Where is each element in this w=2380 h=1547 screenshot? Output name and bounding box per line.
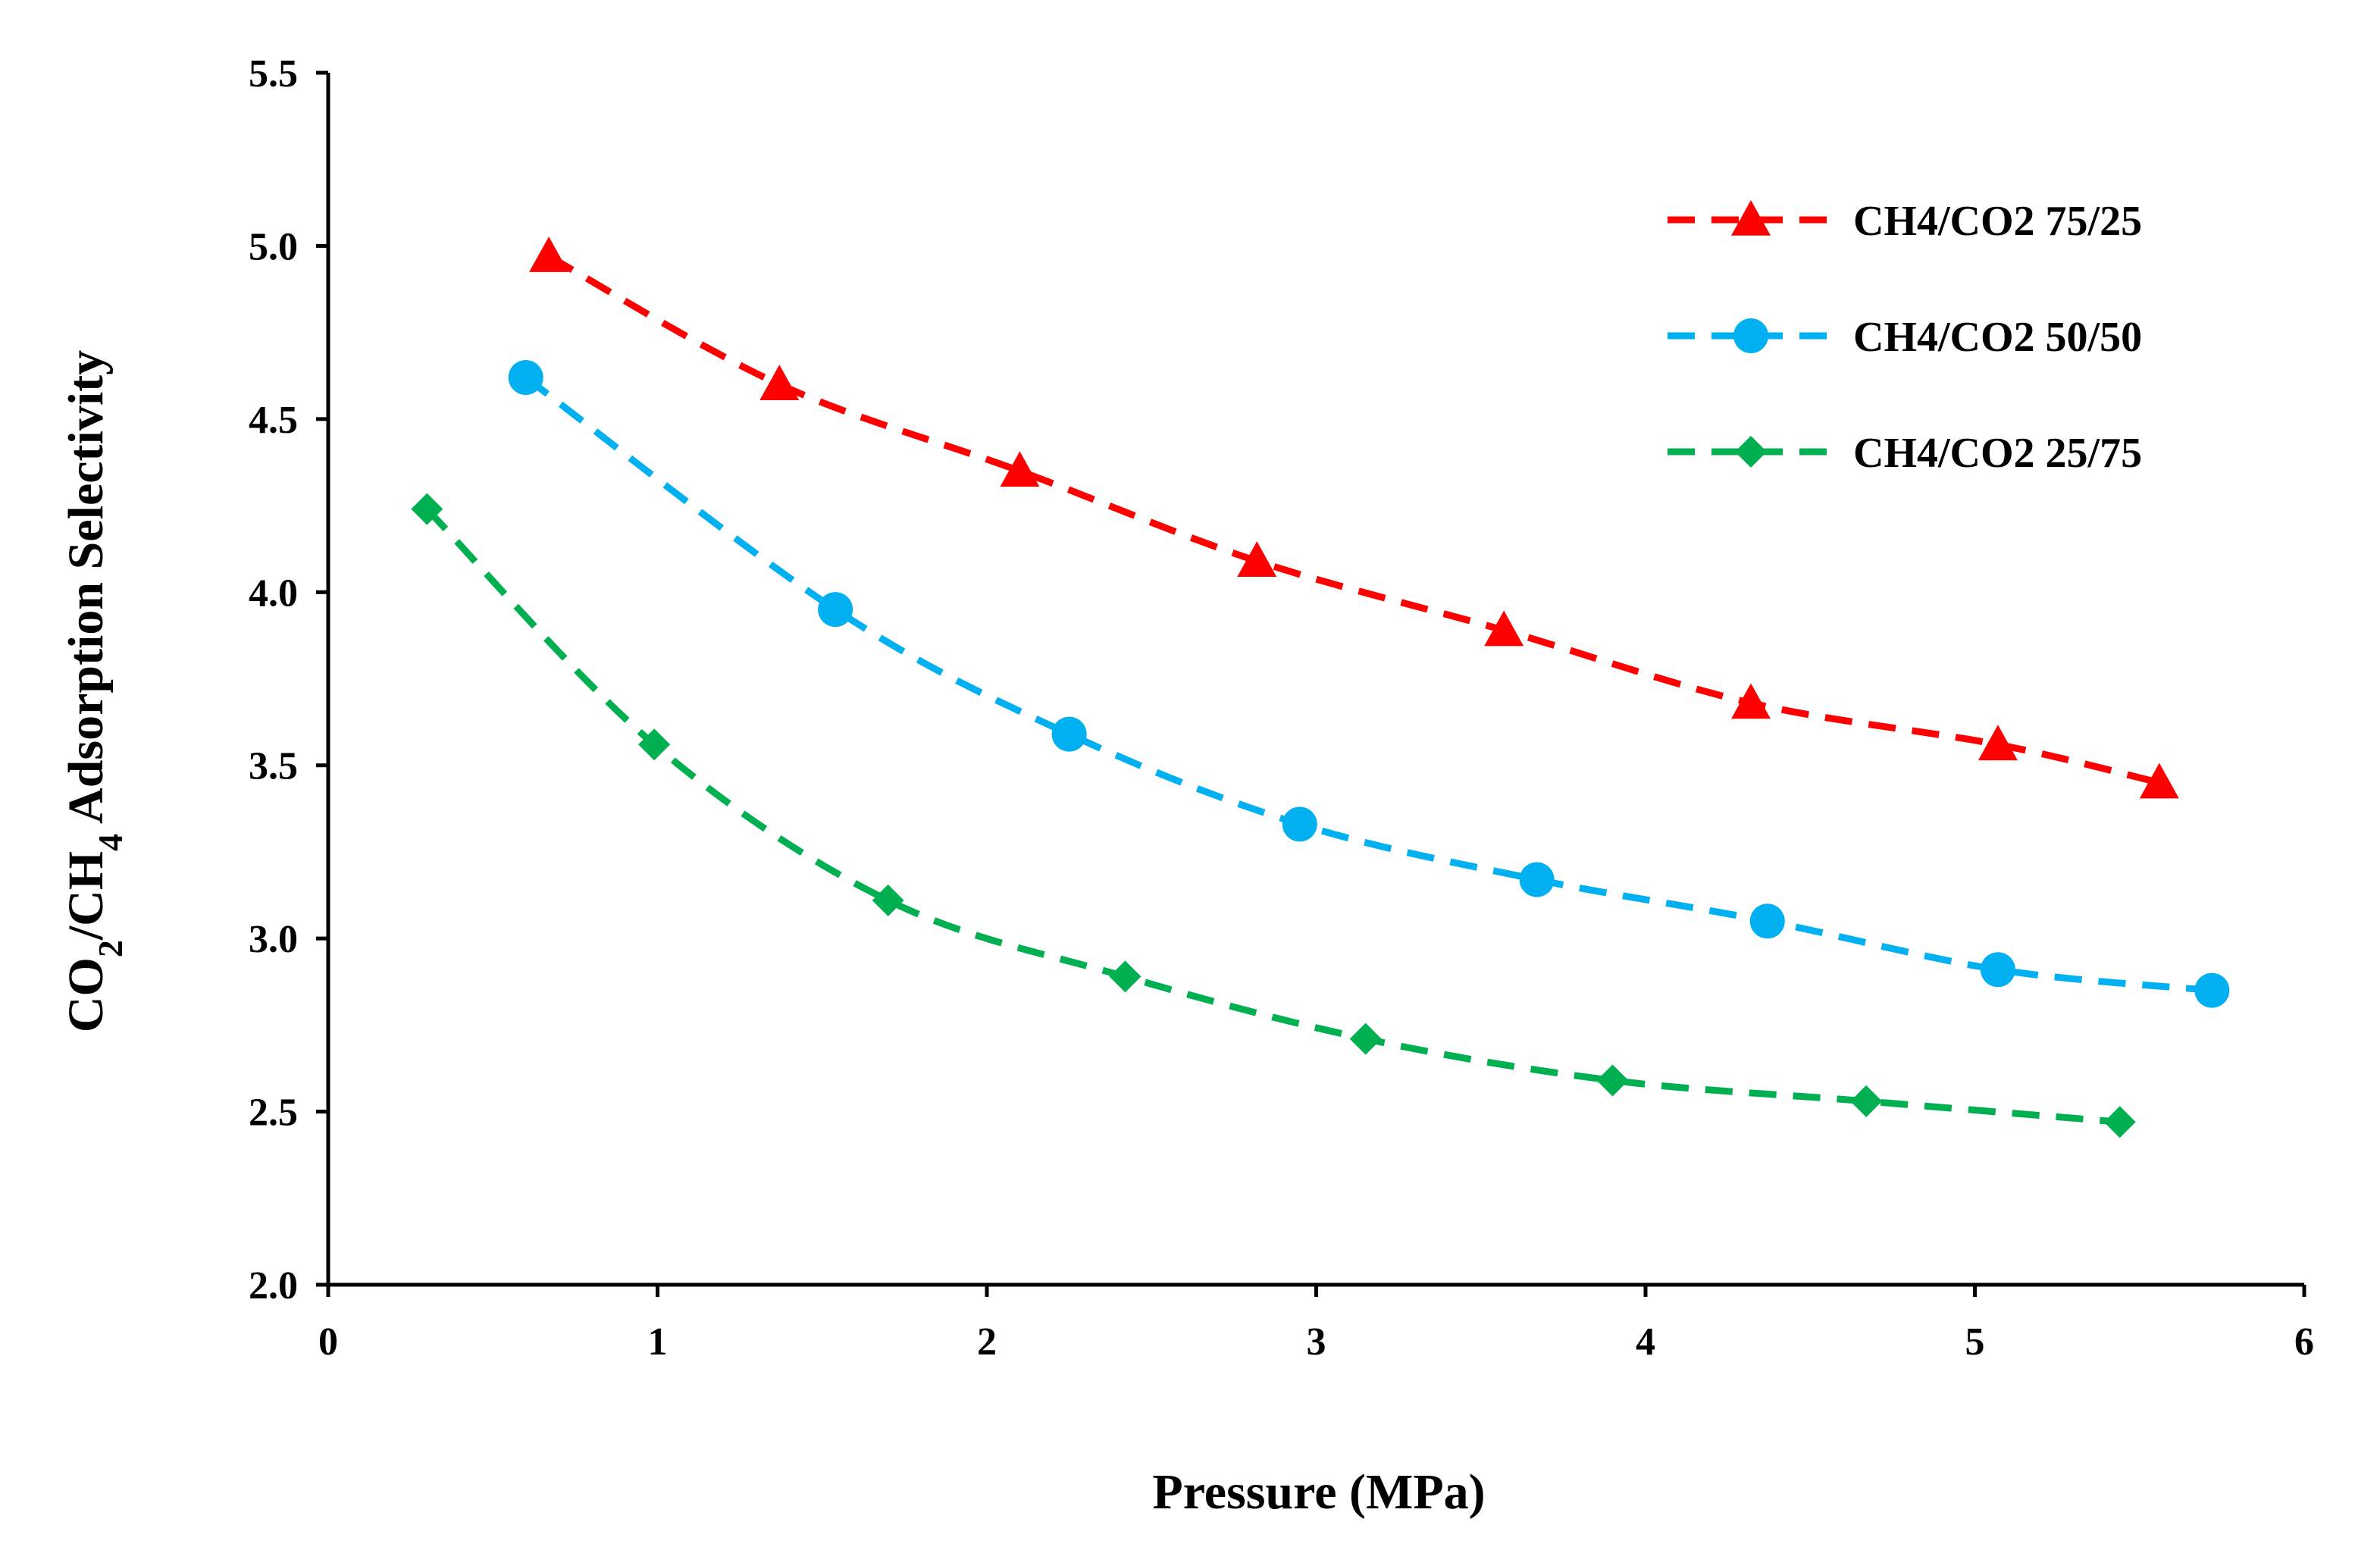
y-axis-title: CO2/CH4 Adsorption Selectivity	[58, 350, 130, 1032]
series-line	[424, 506, 2121, 1126]
x-tick-label: 0	[318, 1320, 338, 1364]
x-tick-label: 6	[2294, 1320, 2314, 1364]
legend-label: CH4/CO2 25/75	[1853, 430, 2142, 477]
x-tick-label: 1	[648, 1320, 668, 1364]
data-point	[2103, 1106, 2136, 1138]
data-point	[1282, 806, 1317, 842]
y-tick-label: 2.0	[249, 1264, 298, 1307]
y-tick-label: 3.5	[249, 745, 298, 788]
data-point	[1109, 960, 1141, 993]
series-3	[411, 493, 2136, 1138]
data-point	[1000, 451, 1040, 487]
data-point	[1237, 541, 1277, 577]
data-point	[1051, 716, 1087, 752]
legend-item-2: CH4/CO2 50/50	[1668, 314, 2142, 361]
series-line	[524, 374, 2212, 994]
data-point	[818, 592, 853, 628]
y-tick-label: 4.5	[249, 399, 298, 442]
legend-item-3: CH4/CO2 25/75	[1668, 430, 2142, 477]
legend-marker	[1733, 318, 1768, 353]
data-point	[1978, 725, 2018, 761]
y-title-middle: /CH	[58, 851, 114, 941]
legend-label: CH4/CO2 75/25	[1853, 198, 2142, 245]
x-tick-label: 2	[977, 1320, 997, 1364]
y-title-sub2: 4	[91, 834, 130, 851]
data-point	[508, 360, 543, 396]
data-point	[1596, 1064, 1629, 1097]
y-title-sub1: 2	[91, 940, 130, 957]
legend: CH4/CO2 75/25 CH4/CO2 50/50 CH4/CO2 25/75	[1668, 198, 2142, 477]
data-point	[759, 365, 800, 400]
y-title-suffix: Adsorption Selectivity	[58, 350, 114, 834]
data-point	[2139, 763, 2179, 799]
data-point	[638, 728, 671, 761]
data-point	[872, 884, 904, 916]
data-point	[529, 236, 569, 272]
x-tick-label: 4	[1636, 1320, 1655, 1364]
y-title-prefix: CO	[58, 957, 114, 1032]
x-tick-label: 5	[1965, 1320, 1985, 1364]
legend-marker	[1731, 200, 1771, 236]
legend-marker	[1735, 436, 1767, 468]
data-point	[411, 493, 443, 525]
x-tick-label: 3	[1307, 1320, 1326, 1364]
y-tick-label: 2.5	[249, 1091, 298, 1135]
y-tick-label: 5.0	[249, 225, 298, 268]
y-tick-label: 5.5	[249, 52, 298, 96]
series-layer	[411, 236, 2230, 1138]
y-tick-label: 3.0	[249, 918, 298, 961]
legend-item-1: CH4/CO2 75/25	[1668, 198, 2142, 245]
data-point	[1519, 862, 1555, 897]
data-point	[2194, 972, 2230, 1008]
y-tick-label: 4.0	[249, 572, 298, 615]
data-point	[1850, 1085, 1883, 1117]
x-axis-title: Pressure (MPa)	[1152, 1464, 1485, 1520]
data-point	[1349, 1022, 1382, 1055]
axes: 2.0 2.5 3.0 3.5 4.0 4.5 5.0 5.5 0 1 2 3 4 5 6	[249, 52, 2314, 1364]
data-point	[1731, 683, 1771, 719]
series-line	[546, 253, 2160, 786]
data-point	[1980, 952, 2015, 988]
series-2	[508, 360, 2230, 1008]
data-point	[1749, 903, 1785, 939]
data-point	[1484, 610, 1524, 647]
series-1	[529, 236, 2179, 799]
legend-label: CH4/CO2 50/50	[1853, 314, 2142, 361]
